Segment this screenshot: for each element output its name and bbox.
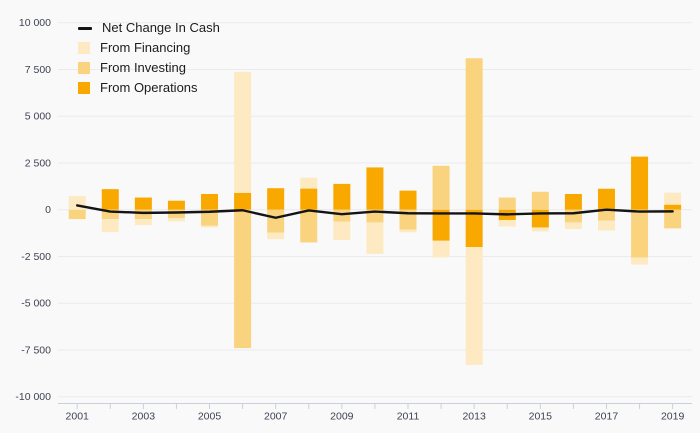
bar-segment-financing-2008	[300, 177, 318, 189]
y-axis-tick-label: -10 000	[15, 391, 51, 403]
bar-segment-operations-2012	[432, 209, 450, 241]
bar-segment-operations-2002	[101, 189, 119, 210]
legend-label-financing: From Financing	[100, 40, 191, 55]
bar-segment-financing-2014	[498, 219, 516, 227]
bar-segment-investing-2011	[399, 209, 417, 230]
x-axis-tick-label: 2005	[198, 411, 222, 423]
y-axis-tick-label: 0	[45, 204, 51, 216]
y-axis-tick-label: -5 000	[21, 298, 51, 310]
x-axis-tick-label: 2013	[462, 411, 486, 423]
x-axis-tick-label: 2011	[397, 411, 420, 423]
operations-swatch-icon	[78, 82, 90, 94]
bar-segment-operations-2016	[564, 193, 582, 210]
bar-segment-investing-2013	[465, 58, 483, 210]
bar-segment-operations-2017	[597, 188, 615, 210]
bar-segment-investing-2007	[267, 209, 285, 233]
x-axis-tick-label: 2015	[529, 411, 553, 423]
bar-segment-operations-2018	[631, 156, 649, 210]
bar-segment-investing-2015	[531, 191, 549, 210]
y-axis-tick-label: 5 000	[25, 111, 51, 123]
bar-segment-operations-2005	[201, 193, 219, 210]
bar-segment-operations-2004	[167, 200, 185, 210]
bar-segment-investing-2014	[498, 197, 516, 210]
legend-label-operations: From Operations	[100, 80, 198, 95]
bar-segment-investing-2002	[101, 209, 119, 220]
bar-segment-operations-2011	[399, 190, 417, 210]
bar-segment-financing-2018	[631, 257, 649, 265]
bar-segment-operations-2007	[267, 188, 285, 210]
bar-segment-financing-2012	[432, 240, 450, 258]
bar-segment-financing-2002	[101, 219, 119, 233]
bar-segment-financing-2011	[399, 229, 417, 233]
x-axis-tick-label: 2007	[264, 411, 288, 423]
investing-swatch-icon	[78, 62, 90, 74]
bar-segment-investing-2005	[201, 209, 219, 226]
y-axis-tick-label: -7 500	[21, 344, 51, 356]
bar-segment-investing-2001	[68, 209, 86, 220]
bar-segment-investing-2017	[597, 209, 615, 221]
y-axis-tick-label: 2 500	[25, 157, 51, 169]
bar-segment-investing-2019	[664, 209, 682, 229]
bar-segment-investing-2004	[167, 209, 185, 219]
net-change-line-swatch-icon	[78, 26, 92, 30]
chart-legend: Net Change In Cash From Financing From I…	[78, 20, 220, 96]
bar-segment-operations-2009	[333, 183, 351, 210]
bar-segment-operations-2010	[366, 167, 384, 210]
bar-segment-operations-2003	[134, 197, 152, 210]
legend-label-net-change: Net Change In Cash	[102, 20, 220, 35]
y-axis-tick-label: -2 500	[21, 251, 51, 263]
legend-label-investing: From Investing	[100, 60, 186, 75]
bar-segment-operations-2008	[300, 188, 318, 210]
x-axis-tick-label: 2009	[330, 411, 354, 423]
bar-segment-financing-2007	[267, 232, 285, 240]
financing-swatch-icon	[78, 42, 90, 54]
bar-segment-financing-2013	[465, 247, 483, 365]
bar-segment-financing-2010	[366, 222, 384, 254]
y-axis-tick-label: 10 000	[19, 17, 51, 29]
bar-segment-financing-2006	[234, 71, 252, 193]
x-axis-tick-label: 2003	[132, 411, 156, 423]
bar-segment-financing-2017	[597, 220, 615, 231]
legend-item-financing: From Financing	[78, 40, 220, 56]
bar-segment-financing-2005	[201, 225, 219, 228]
bar-segment-investing-2008	[300, 209, 318, 243]
bar-segment-investing-2012	[432, 165, 450, 210]
bar-segment-financing-2003	[134, 219, 152, 226]
bar-segment-financing-2004	[167, 218, 185, 222]
x-axis-tick-label: 2019	[661, 411, 685, 423]
bar-segment-operations-2006	[234, 192, 252, 210]
legend-item-investing: From Investing	[78, 60, 220, 76]
bar-segment-investing-2009	[333, 209, 351, 222]
bar-segment-financing-2015	[531, 227, 549, 232]
bar-segment-financing-2019	[664, 192, 682, 205]
x-axis-tick-label: 2017	[595, 411, 619, 423]
legend-item-operations: From Operations	[78, 80, 220, 96]
bar-segment-financing-2009	[333, 221, 351, 240]
bar-segment-financing-2016	[564, 222, 582, 229]
bar-segment-investing-2006	[234, 209, 252, 349]
net-change-in-cash-line	[75, 204, 674, 219]
x-axis-tick-label: 2001	[66, 411, 90, 423]
bar-segment-operations-2013	[465, 209, 483, 248]
bar-segment-investing-2018	[631, 209, 649, 258]
legend-item-net-change: Net Change In Cash	[78, 20, 220, 36]
bar-segment-operations-2019	[664, 204, 682, 210]
bar-segment-investing-2003	[134, 209, 152, 220]
y-axis-tick-label: 7 500	[25, 64, 51, 76]
